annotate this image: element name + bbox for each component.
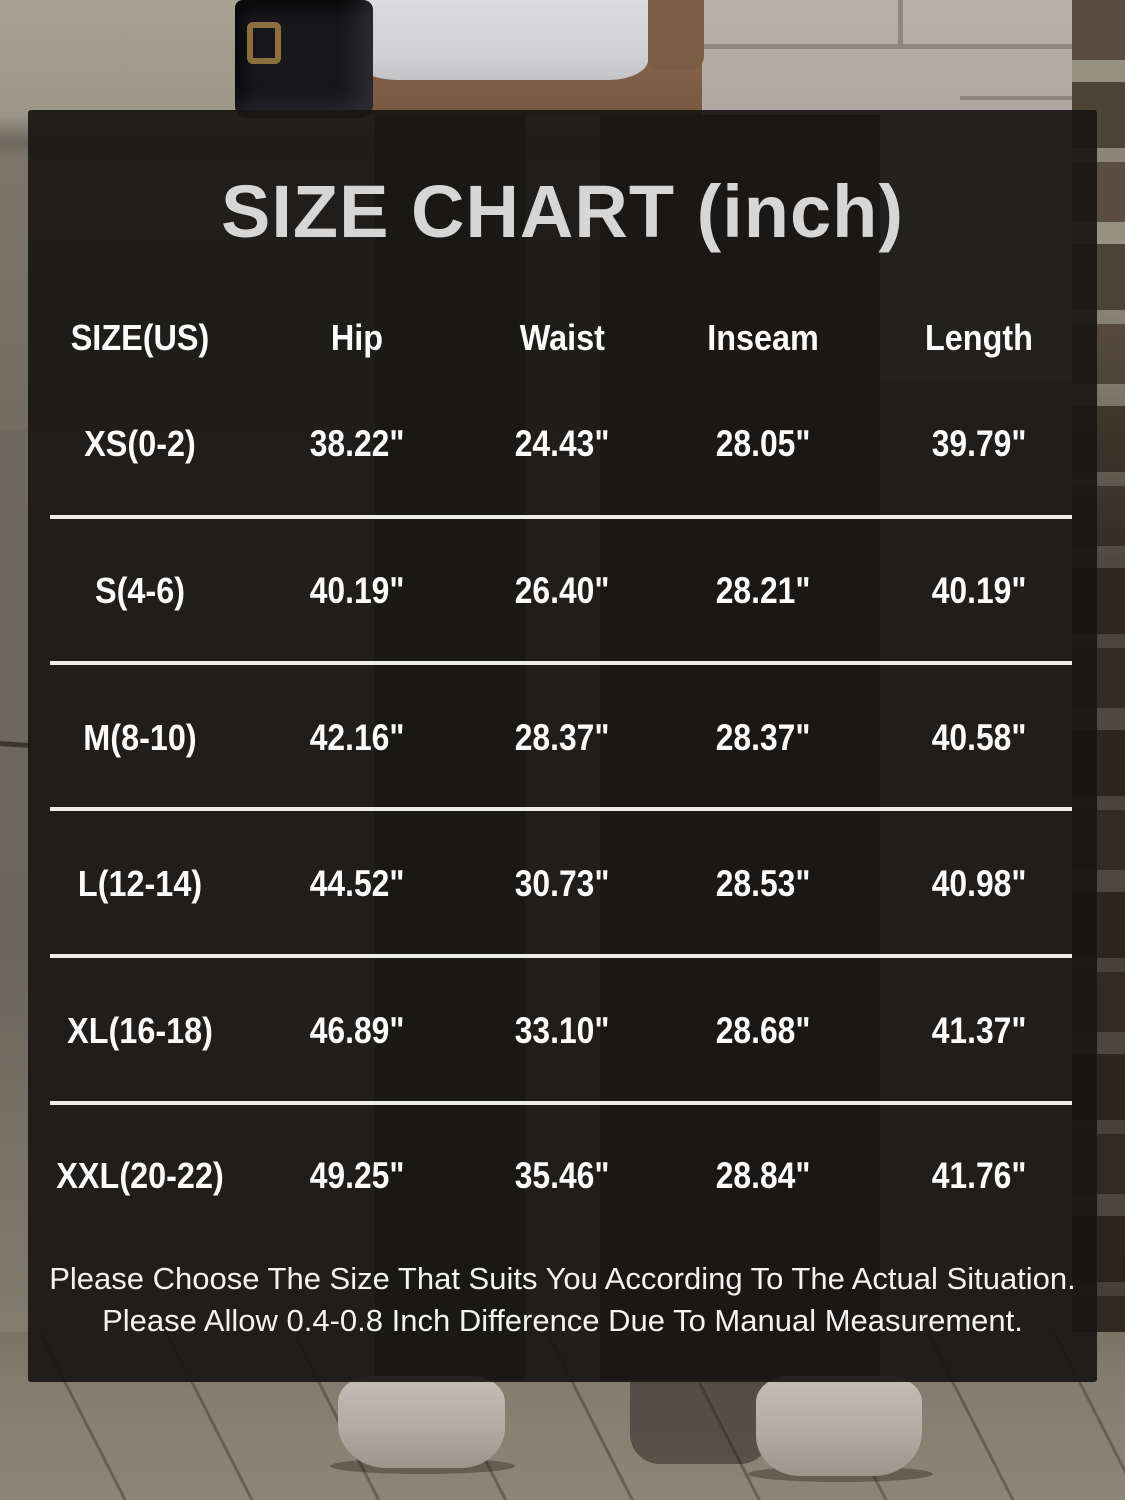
waist-cell: 26.40" [461,565,664,625]
sneaker-left [338,1376,505,1468]
inseam-value: 28.84" [715,1155,811,1196]
inseam-value: 28.68" [715,1010,811,1051]
row-divider [50,515,1072,519]
length-value: 40.98" [932,863,1027,904]
hip-value: 44.52" [309,863,405,904]
length-cell: 41.76" [862,1150,1097,1210]
table-row-s: S(4-6) 40.19" 26.40" 28.21" 40.19" [28,565,1097,617]
size-label: XXL(20-22) [56,1155,224,1196]
length-cell: 41.37" [862,1005,1097,1065]
length-value: 40.58" [932,717,1027,758]
hip-cell: 42.16" [252,712,460,772]
header-waist: Waist [461,312,664,372]
size-label: XS(0-2) [84,423,197,464]
inseam-cell: 28.05" [664,418,862,478]
header-length-label: Length [925,317,1034,358]
table-row-xl: XL(16-18) 46.89" 33.10" 28.68" 41.37" [28,1005,1097,1057]
stone-wall-left-lower [0,430,30,1340]
row-divider [50,661,1072,665]
length-value: 41.37" [932,1010,1027,1051]
size-label: XL(16-18) [67,1010,214,1051]
inseam-cell: 28.53" [664,858,862,918]
bag-buckle [247,22,281,64]
footer-note: Please Choose The Size That Suits You Ac… [28,1258,1097,1342]
inseam-value: 28.53" [715,863,811,904]
inseam-value: 28.21" [715,570,811,611]
header-hip: Hip [252,312,460,372]
hip-cell: 46.89" [252,1005,460,1065]
page-title: SIZE CHART (inch) [221,170,904,253]
size-label: S(4-6) [95,570,186,611]
hip-value: 46.89" [309,1010,405,1051]
row-divider [50,1101,1072,1105]
white-crop-top [352,0,648,80]
table-row-l: L(12-14) 44.52" 30.73" 28.53" 40.98" [28,858,1097,910]
row-divider [50,954,1072,958]
waist-cell: 24.43" [461,418,664,478]
hip-value: 38.22" [309,423,405,464]
waist-cell: 33.10" [461,1005,664,1065]
waist-cell: 28.37" [461,712,664,772]
hip-value: 49.25" [309,1155,405,1196]
table-row-xs: XS(0-2) 38.22" 24.43" 28.05" 39.79" [28,418,1097,470]
mortar-line [960,96,1080,100]
inseam-cell: 28.68" [664,1005,862,1065]
header-waist-label: Waist [519,317,606,358]
size-label: M(8-10) [83,717,197,758]
header-hip-label: Hip [330,317,383,358]
table-row-m: M(8-10) 42.16" 28.37" 28.37" 40.58" [28,712,1097,764]
hip-value: 40.19" [309,570,405,611]
size-chart-panel: SIZE CHART (inch) SIZE(US) Hip Waist Ins… [28,110,1097,1382]
length-cell: 40.98" [862,858,1097,918]
hip-cell: 49.25" [252,1150,460,1210]
hip-cell: 38.22" [252,418,460,478]
length-value: 39.79" [932,423,1027,464]
length-value: 40.19" [932,570,1027,611]
size-label: L(12-14) [78,863,203,904]
size-cell: L(12-14) [28,858,252,918]
footer-line-1: Please Choose The Size That Suits You Ac… [49,1261,1076,1296]
waist-value: 35.46" [515,1155,610,1196]
header-inseam: Inseam [664,312,862,372]
waist-value: 24.43" [515,423,610,464]
waist-value: 30.73" [515,863,610,904]
inseam-cell: 28.21" [664,565,862,625]
inseam-value: 28.05" [715,423,811,464]
leg-shadow [630,1382,770,1464]
arm [648,0,704,70]
table-header-row: SIZE(US) Hip Waist Inseam Length [28,312,1097,364]
waist-cell: 30.73" [461,858,664,918]
header-size: SIZE(US) [28,312,252,372]
waist-value: 28.37" [515,717,610,758]
footer-line-2: Please Allow 0.4-0.8 Inch Difference Due… [102,1303,1023,1338]
length-cell: 40.19" [862,565,1097,625]
table-row-xxl: XXL(20-22) 49.25" 35.46" 28.84" 41.76" [28,1150,1097,1202]
hip-value: 42.16" [309,717,405,758]
size-cell: M(8-10) [28,712,252,772]
waist-value: 33.10" [515,1010,610,1051]
inseam-cell: 28.84" [664,1150,862,1210]
size-cell: XXL(20-22) [28,1150,252,1210]
inseam-cell: 28.37" [664,712,862,772]
length-cell: 40.58" [862,712,1097,772]
size-cell: XL(16-18) [28,1005,252,1065]
size-cell: S(4-6) [28,565,252,625]
header-length: Length [862,312,1097,372]
length-cell: 39.79" [862,418,1097,478]
mortar-line [640,44,1076,49]
size-cell: XS(0-2) [28,418,252,478]
hip-cell: 44.52" [252,858,460,918]
waist-cell: 35.46" [461,1150,664,1210]
hip-cell: 40.19" [252,565,460,625]
mortar-line [898,0,903,49]
header-inseam-label: Inseam [707,317,819,358]
sneaker-right [756,1376,922,1476]
inseam-value: 28.37" [715,717,811,758]
length-value: 41.76" [932,1155,1027,1196]
row-divider [50,807,1072,811]
waist-value: 26.40" [515,570,610,611]
header-size-label: SIZE(US) [70,317,210,358]
